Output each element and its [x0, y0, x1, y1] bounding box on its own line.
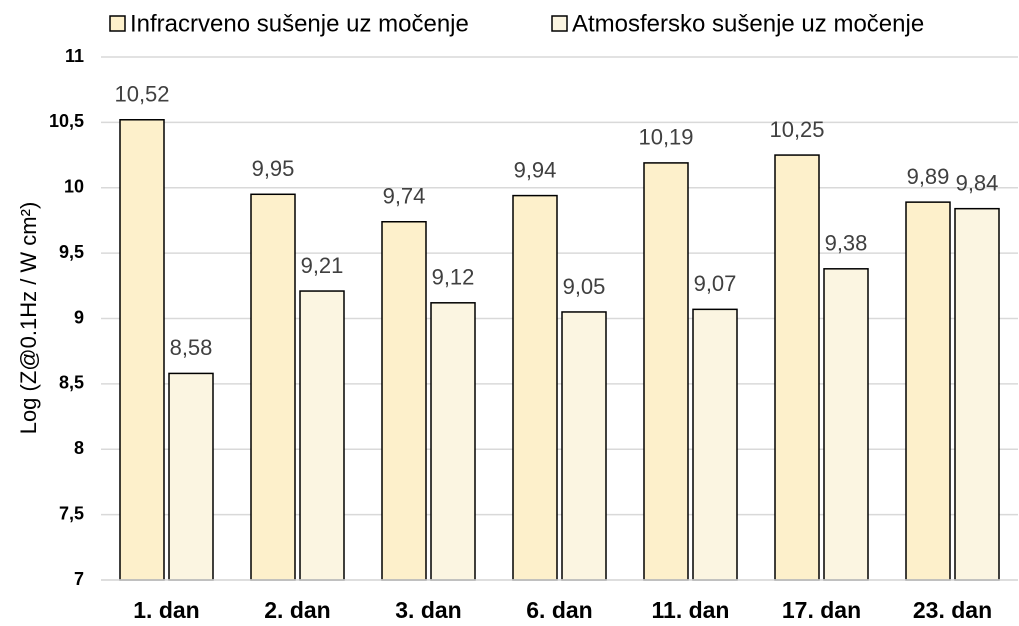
y-tick-label: 10	[64, 177, 84, 197]
bar	[692, 308, 738, 581]
legend-label: Atmosfersko sušenje uz močenje	[572, 10, 924, 37]
x-tick-label: 1. dan	[133, 597, 199, 623]
y-axis-label: Log (Z@0.1Hz / W cm²)	[16, 202, 41, 435]
legend-label: Infracrveno sušenje uz močenje	[130, 10, 469, 37]
bar	[168, 372, 214, 581]
bar	[512, 194, 558, 581]
value-label: 9,95	[252, 156, 295, 181]
value-label: 10,25	[769, 117, 824, 142]
bar	[643, 162, 689, 581]
x-tick-label: 2. dan	[264, 597, 330, 623]
value-label: 9,12	[432, 265, 475, 290]
value-label: 9,05	[563, 274, 606, 299]
y-tick-label: 9,5	[59, 242, 84, 262]
bar	[774, 154, 820, 581]
bar	[430, 302, 476, 581]
x-tick-label: 23. dan	[913, 597, 992, 623]
bar	[381, 220, 427, 581]
bar	[905, 201, 951, 581]
value-label: 9,74	[383, 184, 426, 209]
value-label: 9,21	[301, 253, 344, 278]
bar	[119, 119, 165, 581]
x-tick-label: 3. dan	[395, 597, 461, 623]
x-tick-label: 6. dan	[526, 597, 592, 623]
y-tick-label: 10,5	[49, 111, 84, 131]
bar	[250, 193, 296, 581]
y-tick-label: 8,5	[59, 373, 84, 393]
value-label: 8,58	[170, 335, 213, 360]
y-tick-label: 7,5	[59, 503, 84, 523]
y-tick-label: 7	[74, 569, 84, 589]
y-tick-label: 8	[74, 438, 84, 458]
value-label: 9,84	[956, 170, 999, 195]
value-label: 10,19	[638, 125, 693, 150]
legend-swatch	[109, 15, 126, 32]
y-tick-label: 11	[65, 46, 84, 66]
legend-swatch	[551, 15, 568, 32]
bar	[561, 311, 607, 581]
value-label: 9,38	[825, 231, 868, 256]
bar	[299, 290, 345, 581]
bar	[954, 207, 1000, 581]
x-tick-label: 17. dan	[782, 597, 861, 623]
value-label: 10,52	[114, 82, 169, 107]
y-tick-label: 9	[74, 307, 84, 327]
value-label: 9,94	[514, 157, 557, 182]
value-label: 9,07	[694, 271, 737, 296]
x-tick-label: 11. dan	[652, 597, 730, 623]
value-label: 9,89	[907, 164, 950, 189]
bar	[823, 268, 869, 581]
